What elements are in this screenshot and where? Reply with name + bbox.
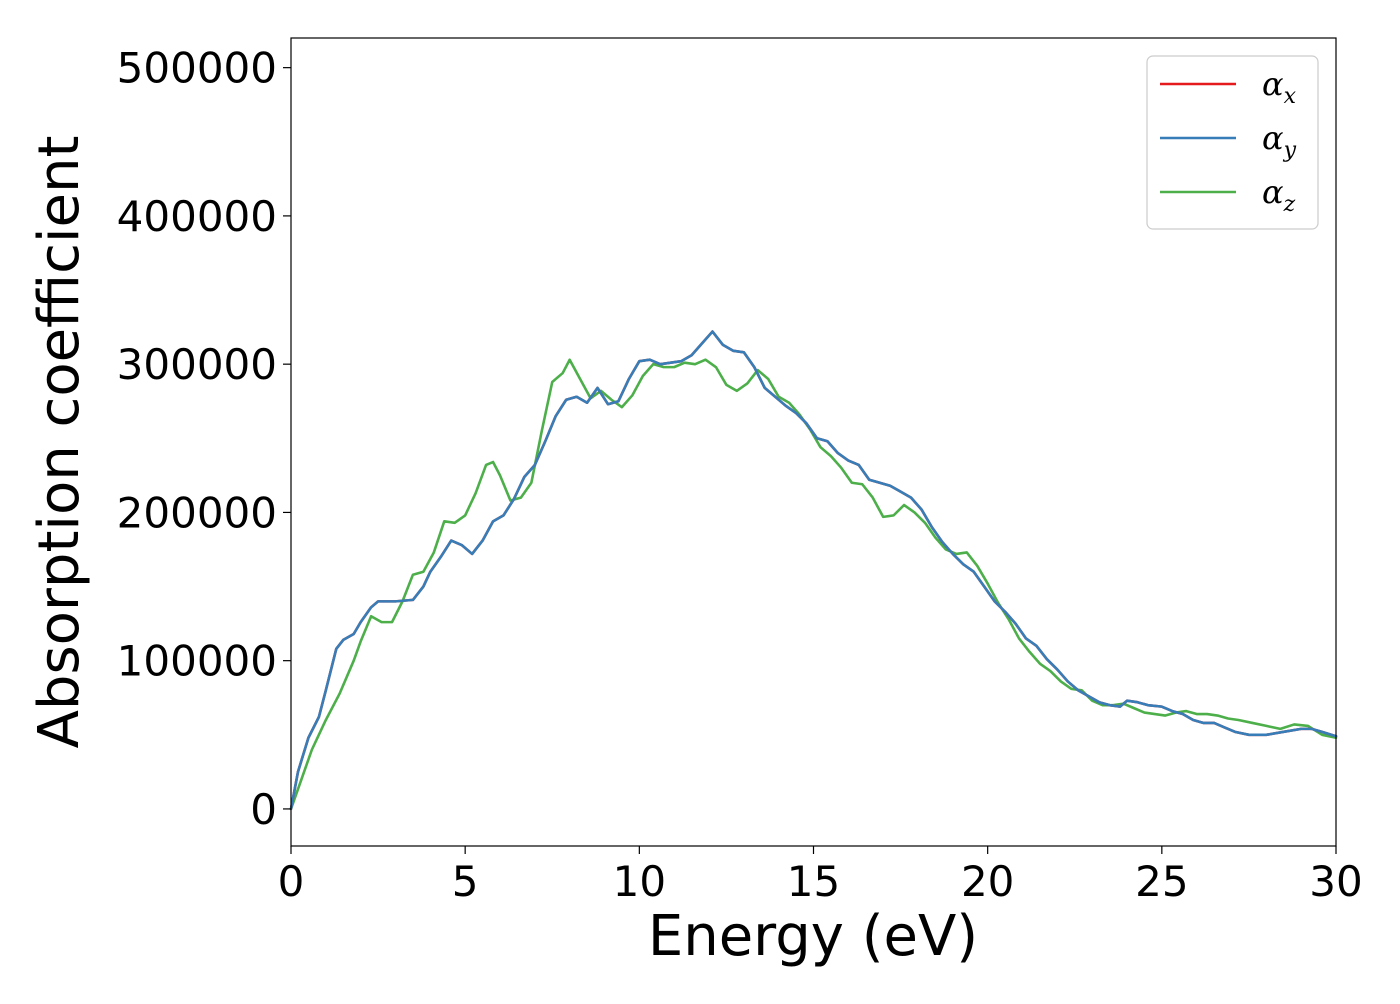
x-tick-label: 0 [278, 857, 305, 906]
y-tick-label: 200000 [117, 488, 277, 537]
legend-subscript: z [1283, 192, 1296, 217]
y-tick-label: 500000 [117, 44, 277, 93]
legend-box [1146, 55, 1319, 230]
series-layer [289, 330, 1338, 811]
x-axis-ticks: 0 5 10 15 20 25 30 [278, 846, 1363, 906]
legend-subscript: y [1283, 138, 1297, 163]
x-tick-label: 15 [787, 857, 840, 906]
series-line-alpha-z [289, 358, 1338, 811]
y-tick-label: 300000 [117, 340, 277, 389]
x-tick-label: 10 [613, 857, 666, 906]
y-tick-label: 400000 [117, 192, 277, 241]
y-tick-label: 100000 [117, 637, 277, 686]
y-axis-ticks: 0 100000 200000 300000 400000 500000 [117, 44, 291, 834]
x-tick-label: 5 [452, 857, 479, 906]
y-tick-label: 0 [250, 785, 277, 834]
x-tick-label: 25 [1135, 857, 1188, 906]
x-tick-label: 30 [1309, 857, 1362, 906]
legend-subscript: x [1284, 84, 1297, 109]
y-axis-label: Absorption coefficient [27, 136, 92, 749]
x-axis-label: Energy (eV) [648, 904, 978, 969]
x-tick-label: 20 [961, 857, 1014, 906]
series-line-alpha-y [289, 330, 1338, 811]
